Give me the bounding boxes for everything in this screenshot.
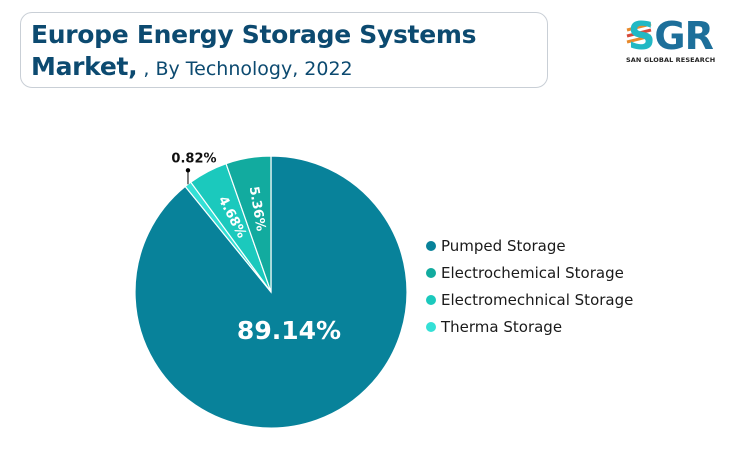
chart-title: Europe Energy Storage Systems — [31, 20, 477, 49]
logo-stripes-icon — [626, 22, 652, 44]
callout-dot-therma-storage — [185, 168, 191, 173]
sgr-logo: SGR SAN GLOBAL RESEARCH — [625, 16, 721, 64]
data-label-therma-storage: 0.82% — [171, 151, 216, 166]
legend-label: Pumped Storage — [441, 236, 566, 255]
legend-label: Therma Storage — [441, 317, 563, 336]
legend-label: Electrochemical Storage — [441, 263, 624, 282]
logo-letters: SGR — [628, 14, 714, 58]
logo-subtitle: SAN GLOBAL RESEARCH — [626, 56, 716, 64]
pie-slice-electrochemical-storage — [225, 155, 272, 293]
logo-letter-s: S — [628, 14, 655, 58]
legend-item-therma-storage: Therma Storage — [426, 313, 633, 340]
legend-dot-icon — [426, 267, 436, 278]
legend-label: Electromechnical Storage — [441, 290, 634, 309]
chart-subtitle: , By Technology, 2022 — [137, 58, 353, 80]
chart-title-market: Market, — [31, 52, 138, 81]
data-label-pumped-storage: 89.14% — [237, 316, 341, 345]
legend-item-electrochemical-storage: Electrochemical Storage — [426, 259, 633, 286]
data-label-electrochemical-storage: 5.36% — [246, 185, 268, 232]
chart-legend: Pumped Storage Electrochemical Storage Ele… — [426, 232, 633, 340]
logo-letters-gr: GR — [654, 14, 713, 58]
legend-dot-icon — [426, 294, 436, 305]
legend-item-electromechnical-storage: Electromechnical Storage — [426, 286, 633, 313]
title-box: Europe Energy Storage Systems Market, , … — [20, 12, 548, 88]
legend-item-pumped-storage: Pumped Storage — [426, 232, 633, 259]
legend-dot-icon — [426, 321, 436, 332]
chart-subtitle-line: Market, , By Technology, 2022 — [31, 51, 547, 87]
legend-dot-icon — [426, 240, 436, 251]
